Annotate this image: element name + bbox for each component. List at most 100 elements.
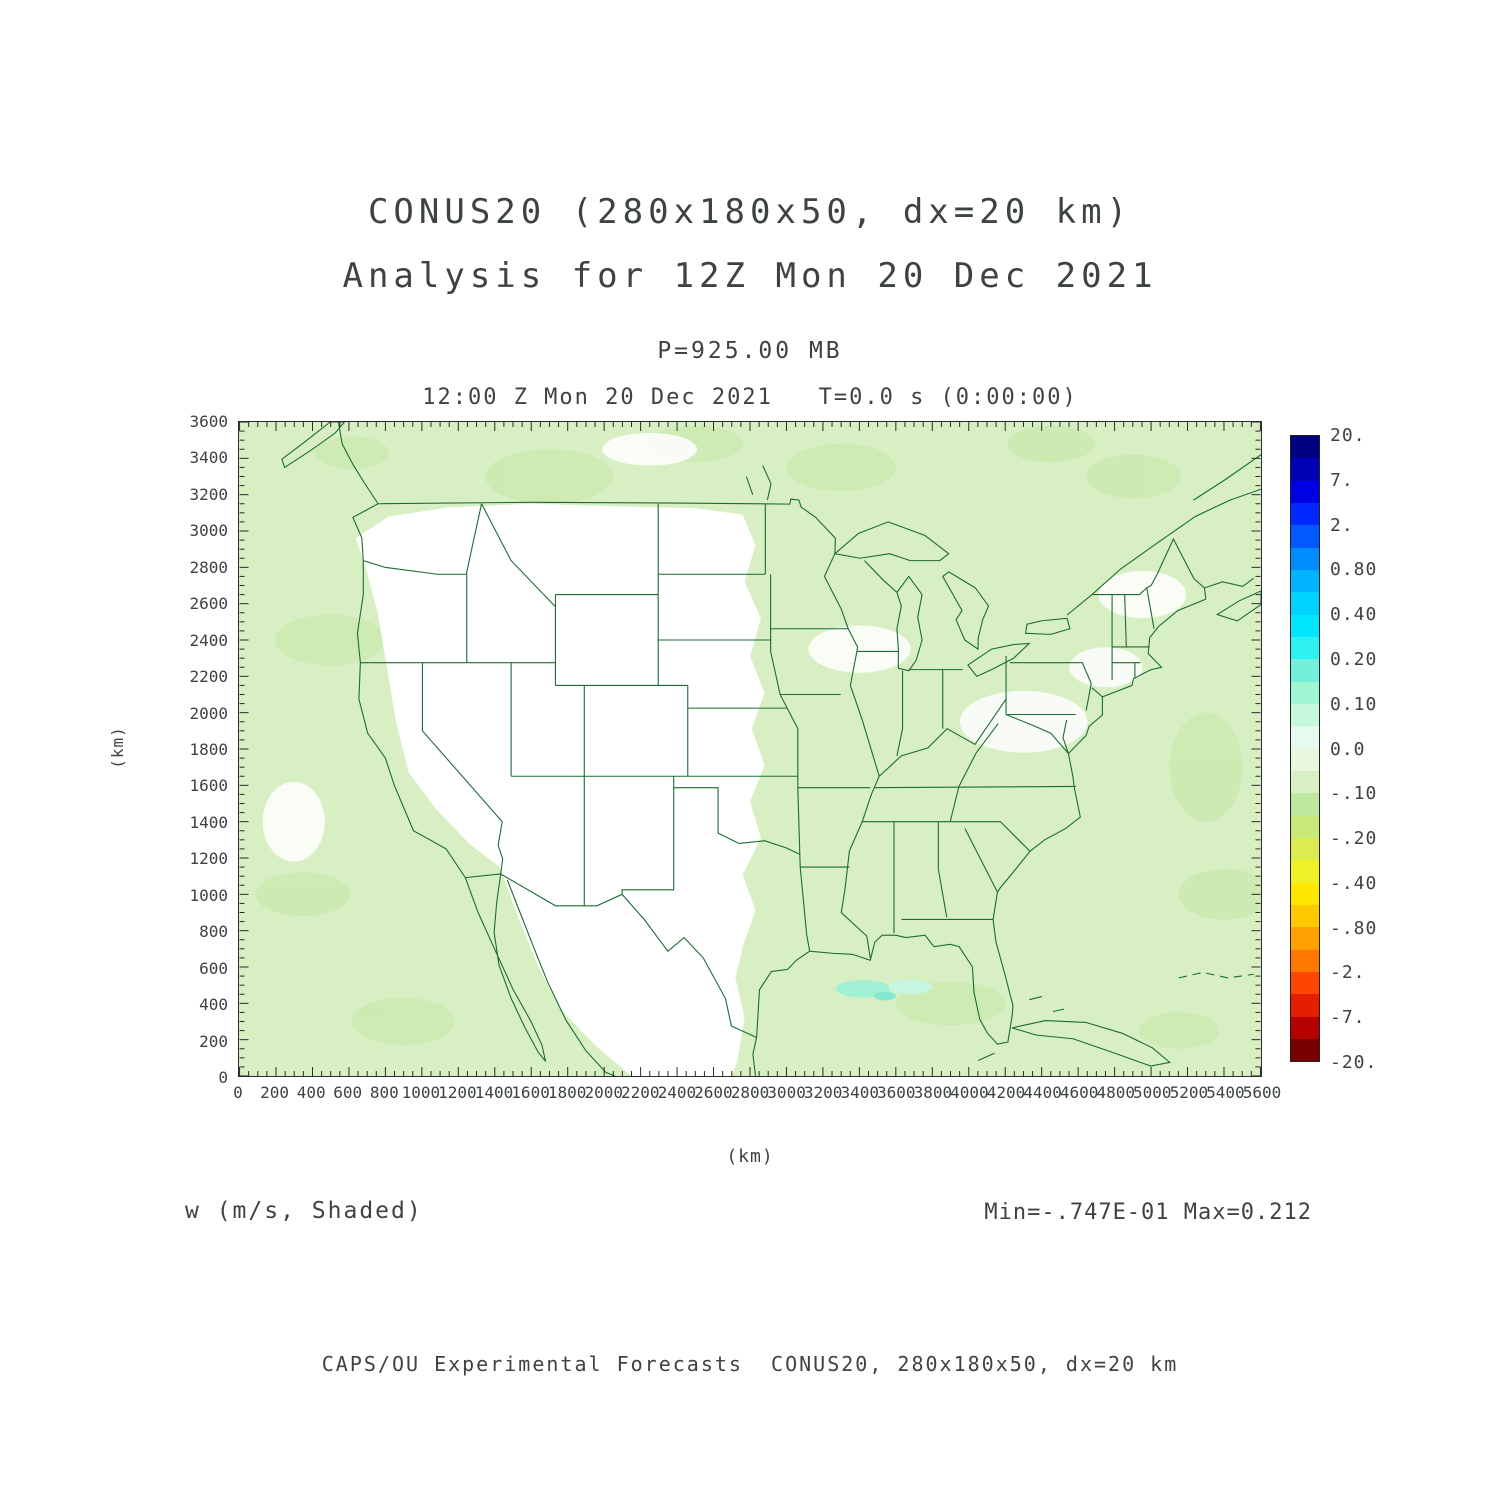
x-tick-label: 5400: [1206, 1083, 1245, 1102]
colorbar-cell: [1291, 547, 1319, 570]
x-tick-label: 0: [233, 1083, 243, 1102]
x-tick-label: 800: [369, 1083, 399, 1102]
figure-title-line1: CONUS20 (280x180x50, dx=20 km): [367, 192, 1133, 232]
colorbar-cell: [1291, 927, 1319, 950]
international-borders: [337, 422, 1261, 1038]
figure-title-line2: Analysis for 12Z Mon 20 Dec 2021: [342, 256, 1158, 296]
dashed-contour: [1178, 971, 1254, 979]
colorbar-tick-label: 0.10: [1330, 693, 1378, 715]
colorbar-cell: [1291, 458, 1319, 481]
colorbar-cell: [1291, 1038, 1319, 1062]
colorbar-tick-label: -.20: [1330, 828, 1378, 850]
x-tick-label: 2200: [621, 1083, 660, 1102]
x-tick-label: 4200: [986, 1083, 1026, 1102]
y-tick-label: 2200: [189, 667, 228, 687]
colorbar-cell: [1291, 436, 1319, 459]
y-tick-label: 2000: [189, 703, 228, 723]
y-tick-label: 1600: [189, 776, 228, 796]
x-tick-label: 5000: [1133, 1083, 1172, 1102]
colorbar-tick-label: 0.0: [1330, 738, 1366, 760]
y-tick-label: 800: [199, 922, 228, 942]
colorbar-cell: [1291, 882, 1319, 905]
x-axis-tick-labels: 0 200 400 600 800 1000 1200 1400 1600 1800 2000 220…: [233, 1083, 1281, 1105]
colorbar-cell: [1291, 971, 1319, 995]
x-tick-label: 4400: [1023, 1083, 1062, 1102]
x-tick-label: 3000: [767, 1083, 806, 1102]
y-tick-label: 3400: [189, 448, 228, 468]
y-tick-label: 1400: [189, 812, 228, 832]
colorbar-tick-label: -.80: [1330, 917, 1378, 939]
x-tick-label: 200: [260, 1083, 290, 1102]
x-tick-label: 1600: [511, 1083, 550, 1102]
y-tick-label: 2600: [189, 594, 228, 614]
colorbar-tick-label: -2.: [1330, 962, 1366, 984]
colorbar-tick-label: -7.: [1330, 1007, 1366, 1029]
x-tick-label: 3200: [803, 1083, 843, 1102]
colorbar-tick-label: 2.: [1330, 514, 1354, 536]
y-tick-label: 0: [218, 1068, 228, 1087]
x-tick-label: 2600: [694, 1083, 733, 1102]
colorbar-cell: [1291, 837, 1319, 861]
x-tick-label: 2800: [730, 1083, 770, 1102]
y-tick-label: 400: [199, 995, 228, 1015]
x-tick-label: 400: [296, 1083, 326, 1102]
x-tick-label: 1000: [401, 1083, 441, 1102]
y-tick-label: 600: [199, 958, 228, 978]
colorbar-cell: [1291, 614, 1319, 637]
y-axis-tick-labels: 0 200 400 600 800 1000 1200 1400 1600 1800 2000 220…: [162, 412, 228, 1087]
colorbar-tick-label: -.10: [1330, 783, 1378, 805]
x-tick-label: 2400: [657, 1083, 697, 1102]
colorbar-cell: [1291, 860, 1319, 883]
shading-positive-white-region: [355, 503, 765, 1076]
colorbar-tick-label: 0.20: [1330, 648, 1378, 670]
colorbar-tick-label: -20.: [1330, 1052, 1378, 1073]
y-tick-label: 1000: [189, 885, 228, 905]
colorbar-labels: 20. 7. 2. 0.80 0.40 0.20 0.10 0.0 -.10 -.20 -.40 -.…: [1330, 425, 1410, 1073]
x-tick-label: 4000: [950, 1083, 989, 1102]
x-tick-label: 4800: [1096, 1083, 1135, 1102]
colorbar-cell: [1291, 904, 1319, 928]
x-tick-label: 3800: [913, 1083, 953, 1102]
colorbar-cell: [1291, 703, 1319, 727]
colorbar-cell: [1291, 726, 1319, 749]
colorbar-tick-label: -.40: [1330, 872, 1378, 894]
x-tick-label: 3400: [840, 1083, 879, 1102]
footer-credit: CAPS/OU Experimental Forecasts CONUS20, …: [321, 1352, 1179, 1376]
colorbar-tick-label: 7.: [1330, 469, 1354, 491]
colorbar-cell: [1291, 592, 1319, 615]
valid-time-label: 12:00 Z Mon 20 Dec 2021 T=0.0 s (0:00:00…: [422, 385, 1078, 410]
islands: [281, 422, 1261, 1067]
y-tick-label: 3600: [189, 412, 228, 431]
y-tick-label: 2400: [189, 630, 228, 650]
conus-map: [239, 422, 1261, 1076]
y-axis-title: (km): [107, 726, 127, 769]
y-tick-label: 200: [199, 1031, 228, 1051]
colorbar-cell: [1291, 949, 1319, 972]
x-tick-label: 600: [333, 1083, 363, 1102]
coastline: [352, 503, 1207, 1076]
minmax-label: Min=-.747E-01 Max=0.212: [984, 1200, 1312, 1225]
shading-weak-updraft-cyan-spots: [835, 979, 933, 1001]
colorbar-cell: [1291, 636, 1319, 660]
colorbar-cell: [1291, 659, 1319, 682]
colorbar-cell: [1291, 525, 1319, 548]
colorbar-cell: [1291, 770, 1319, 794]
great-lakes: [745, 465, 1071, 678]
shading-darker-green-patches: [255, 425, 1261, 1049]
y-tick-label: 3200: [189, 484, 228, 504]
colorbar-cell: [1291, 994, 1319, 1017]
shading-white-patches: [262, 432, 1187, 862]
colorbar-cell: [1291, 815, 1319, 838]
state-boundaries: [360, 503, 1155, 959]
colorbar-tick-label: 20.: [1330, 425, 1366, 446]
colorbar-cell: [1291, 1016, 1319, 1039]
y-tick-label: 3000: [189, 521, 228, 541]
x-tick-label: 5200: [1169, 1083, 1209, 1102]
x-axis-title: (km): [726, 1146, 774, 1167]
colorbar-tick-label: 0.80: [1330, 559, 1378, 581]
colorbar-cell: [1291, 681, 1319, 704]
x-tick-label: 1200: [438, 1083, 477, 1102]
x-tick-label: 2000: [584, 1083, 623, 1102]
colorbar-cell: [1291, 569, 1319, 593]
